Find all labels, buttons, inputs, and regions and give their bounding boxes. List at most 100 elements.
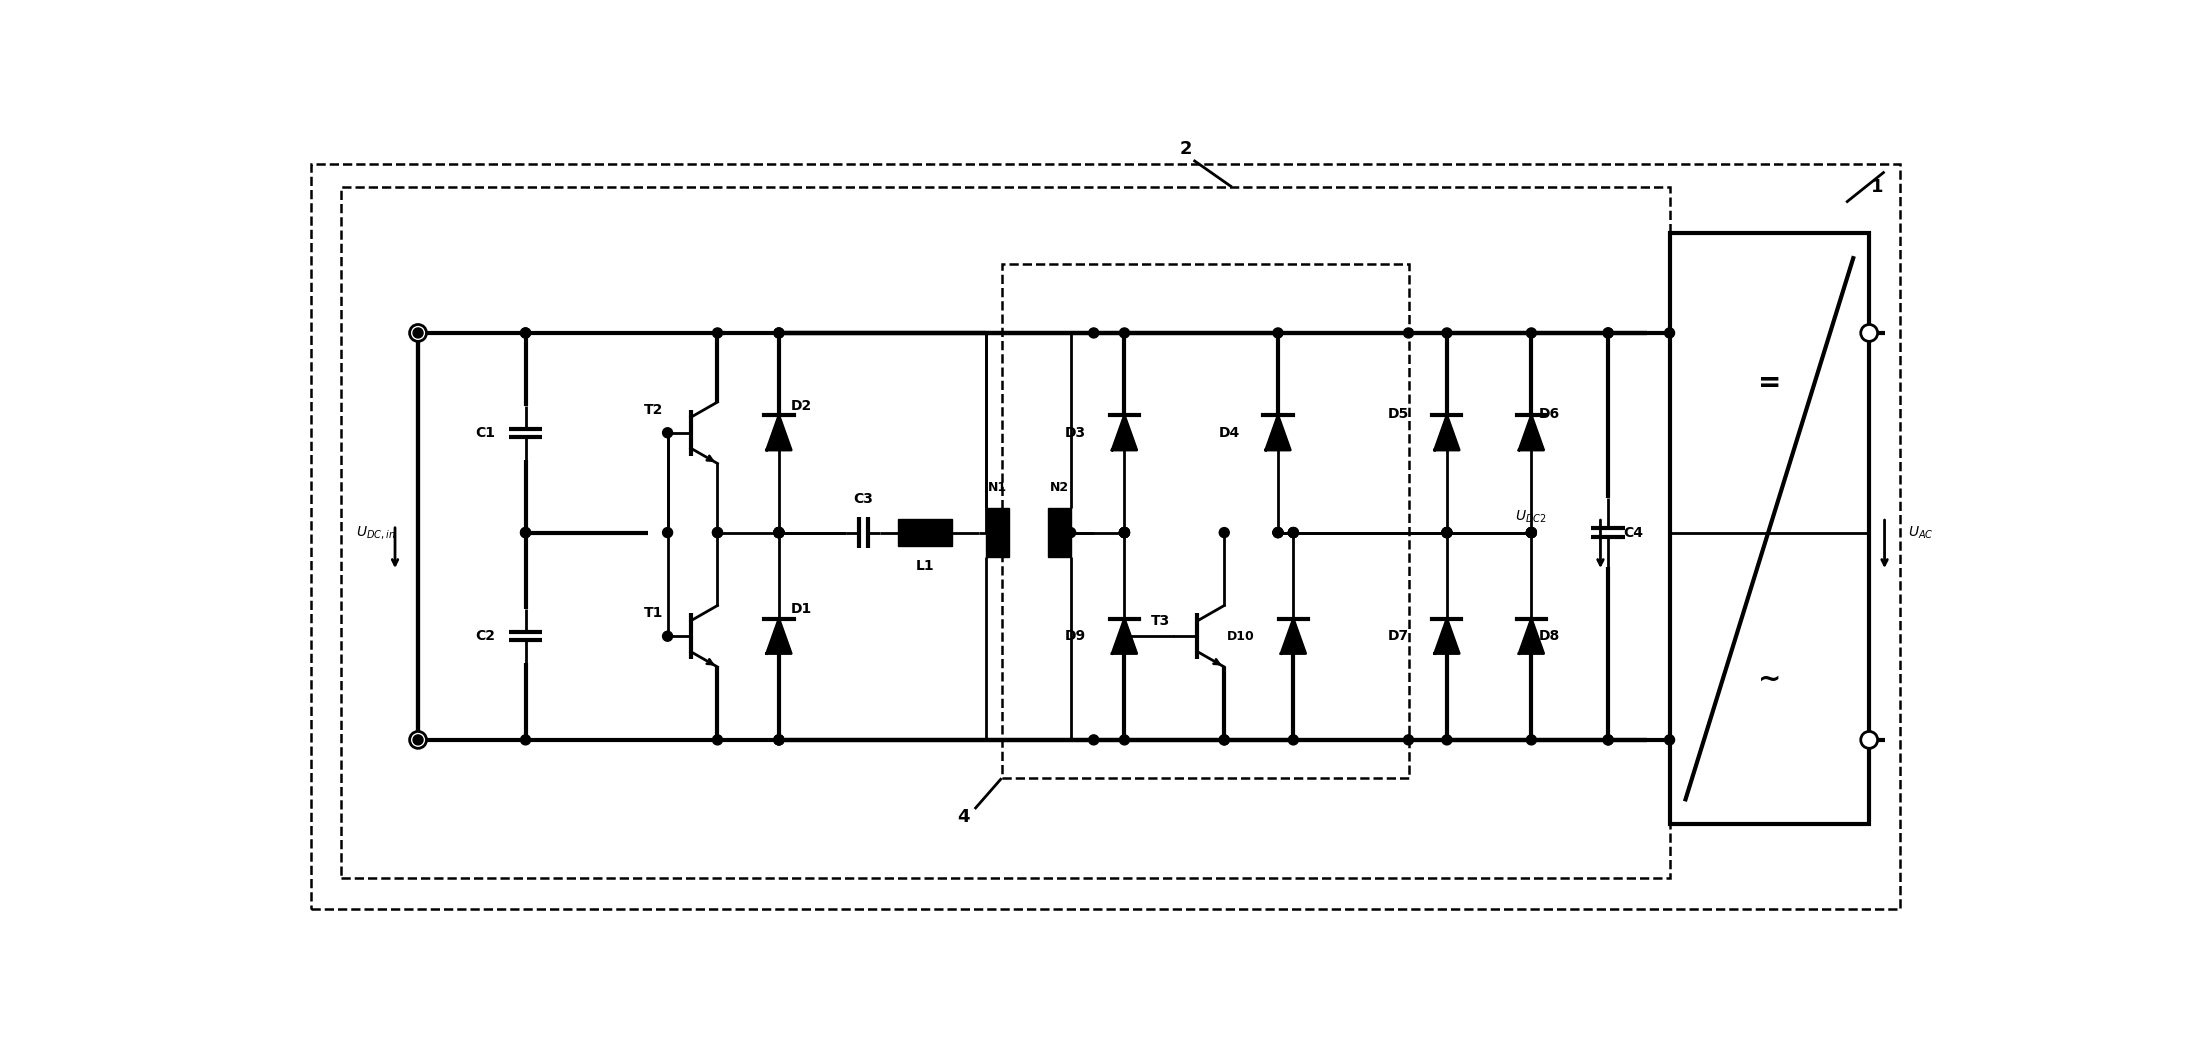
Circle shape: [1527, 735, 1536, 744]
Text: L1: L1: [915, 559, 935, 574]
Circle shape: [663, 528, 674, 537]
Circle shape: [1220, 735, 1229, 744]
Circle shape: [520, 328, 531, 338]
Text: D4: D4: [1218, 426, 1240, 440]
Circle shape: [774, 735, 783, 744]
Circle shape: [1665, 735, 1674, 744]
Circle shape: [663, 631, 674, 641]
Circle shape: [1441, 328, 1452, 338]
Circle shape: [1119, 528, 1130, 537]
Text: T1: T1: [645, 606, 665, 620]
Circle shape: [520, 528, 531, 537]
Circle shape: [774, 328, 783, 338]
Text: $U_{DC2}$: $U_{DC2}$: [1516, 509, 1547, 526]
Bar: [987, 508, 1009, 557]
Circle shape: [774, 528, 783, 537]
Polygon shape: [1112, 619, 1136, 653]
Circle shape: [1273, 528, 1283, 537]
Circle shape: [412, 735, 423, 744]
Polygon shape: [1435, 416, 1459, 450]
Text: ∼: ∼: [1757, 665, 1782, 692]
Circle shape: [663, 428, 674, 438]
Text: D2: D2: [790, 399, 812, 413]
Circle shape: [1088, 735, 1099, 744]
Circle shape: [520, 328, 531, 338]
Text: 1: 1: [1871, 178, 1882, 196]
Circle shape: [713, 528, 722, 537]
Circle shape: [1441, 528, 1452, 537]
Circle shape: [1441, 528, 1452, 537]
Text: D10: D10: [1226, 629, 1255, 643]
Text: T2: T2: [645, 403, 665, 417]
Circle shape: [1273, 528, 1283, 537]
Circle shape: [774, 528, 783, 537]
Bar: [1003, 264, 1409, 778]
Polygon shape: [1518, 619, 1545, 653]
Text: C3: C3: [853, 492, 873, 506]
Circle shape: [1119, 528, 1130, 537]
Circle shape: [1288, 735, 1299, 744]
Bar: [897, 518, 952, 547]
Circle shape: [774, 528, 783, 537]
Circle shape: [1404, 328, 1413, 338]
Text: D3: D3: [1064, 426, 1086, 440]
Text: $U_{DC,in}$: $U_{DC,in}$: [355, 525, 395, 541]
Circle shape: [520, 528, 531, 537]
Circle shape: [1220, 528, 1229, 537]
Circle shape: [1119, 528, 1130, 537]
Text: 2: 2: [1180, 139, 1191, 158]
Text: 4: 4: [957, 807, 970, 826]
Circle shape: [1119, 328, 1130, 338]
Circle shape: [520, 735, 531, 744]
Text: D6: D6: [1538, 406, 1560, 421]
Text: T3: T3: [1152, 614, 1169, 628]
Circle shape: [1527, 528, 1536, 537]
Circle shape: [1273, 328, 1283, 338]
Circle shape: [1404, 735, 1413, 744]
Polygon shape: [766, 416, 792, 450]
Polygon shape: [1281, 619, 1305, 653]
Circle shape: [1441, 528, 1452, 537]
Circle shape: [1119, 528, 1130, 537]
Circle shape: [1861, 325, 1878, 341]
Circle shape: [1665, 328, 1674, 338]
Circle shape: [1604, 328, 1613, 338]
Circle shape: [1861, 732, 1878, 749]
Bar: [342, 187, 1670, 878]
Text: D8: D8: [1538, 629, 1560, 643]
Polygon shape: [1266, 416, 1290, 450]
Circle shape: [1119, 735, 1130, 744]
Circle shape: [1604, 735, 1613, 744]
Bar: [1670, 233, 1869, 824]
Circle shape: [713, 735, 722, 744]
Circle shape: [774, 328, 783, 338]
Circle shape: [1273, 528, 1283, 537]
Circle shape: [1527, 528, 1536, 537]
Polygon shape: [1518, 416, 1545, 450]
Polygon shape: [1112, 416, 1136, 450]
Text: D7: D7: [1387, 629, 1409, 643]
Circle shape: [774, 528, 783, 537]
Text: $U_{AC}$: $U_{AC}$: [1907, 525, 1933, 540]
Circle shape: [1066, 528, 1075, 537]
Circle shape: [1441, 735, 1452, 744]
Circle shape: [713, 328, 722, 338]
Circle shape: [1527, 528, 1536, 537]
Circle shape: [1088, 328, 1099, 338]
Circle shape: [410, 325, 426, 341]
Circle shape: [1441, 528, 1452, 537]
Polygon shape: [1435, 619, 1459, 653]
Circle shape: [1527, 328, 1536, 338]
Text: D1: D1: [790, 602, 812, 617]
Polygon shape: [766, 619, 792, 653]
Circle shape: [774, 528, 783, 537]
Circle shape: [1288, 528, 1299, 537]
Circle shape: [774, 528, 783, 537]
Circle shape: [410, 732, 426, 749]
Circle shape: [412, 328, 423, 338]
Circle shape: [1288, 528, 1299, 537]
Text: C1: C1: [474, 426, 496, 440]
Bar: [1049, 508, 1071, 557]
Circle shape: [1220, 735, 1229, 744]
Circle shape: [1604, 735, 1613, 744]
